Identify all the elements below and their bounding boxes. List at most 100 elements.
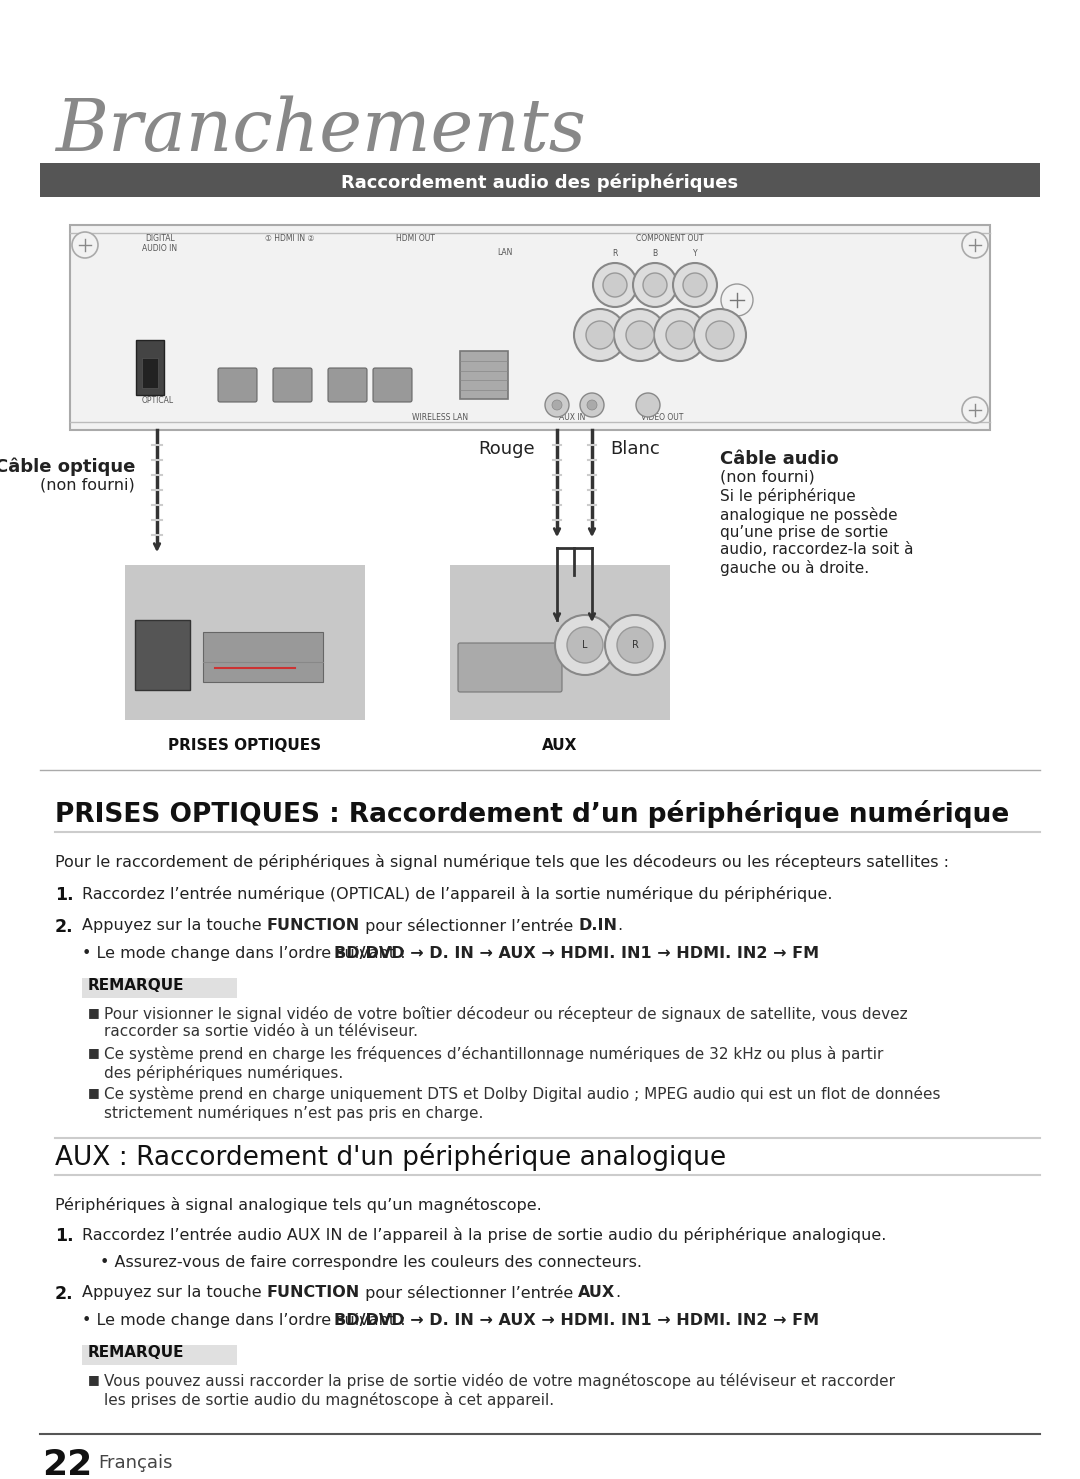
Bar [460, 351, 508, 399]
Text: ■: ■ [87, 1373, 99, 1386]
Text: FUNCTION: FUNCTION [267, 918, 360, 933]
Text: Raccordez l’entrée numérique (OPTICAL) de l’appareil à la sortie numérique du pé: Raccordez l’entrée numérique (OPTICAL) d… [82, 886, 833, 902]
Text: COMPONENT OUT: COMPONENT OUT [636, 234, 704, 243]
Circle shape [962, 396, 988, 423]
Text: Décodeur: Décodeur [197, 703, 294, 720]
Circle shape [962, 232, 988, 257]
Circle shape [633, 263, 677, 308]
Circle shape [586, 321, 615, 349]
Text: Pour visionner le signal vidéo de votre boîtier décodeur ou récepteur de signaux: Pour visionner le signal vidéo de votre … [104, 1006, 907, 1040]
Circle shape [721, 284, 753, 317]
Circle shape [694, 309, 746, 361]
Circle shape [567, 627, 603, 663]
Text: (non fourni): (non fourni) [40, 478, 135, 493]
Bar [203, 632, 323, 682]
Text: AUX: AUX [542, 738, 578, 753]
Bar [70, 225, 990, 430]
Text: REMARQUE: REMARQUE [87, 1344, 185, 1361]
Text: ■: ■ [87, 1086, 99, 1099]
Circle shape [555, 615, 615, 674]
Circle shape [588, 399, 597, 410]
Bar [82, 978, 237, 998]
Text: PRISES OPTIQUES: PRISES OPTIQUES [168, 738, 322, 753]
Bar [135, 620, 190, 691]
Text: ① HDMI IN ②: ① HDMI IN ② [266, 234, 314, 243]
Text: ■: ■ [87, 1006, 99, 1019]
Circle shape [545, 393, 569, 417]
Text: PRISES OPTIQUES : Raccordement d’un périphérique numérique: PRISES OPTIQUES : Raccordement d’un péri… [55, 800, 1009, 828]
Text: pour sélectionner l’entrée: pour sélectionner l’entrée [360, 918, 579, 935]
Text: Raccordez l’entrée audio AUX IN de l’appareil à la prise de sortie audio du péri: Raccordez l’entrée audio AUX IN de l’app… [82, 1228, 887, 1242]
Text: Câble audio: Câble audio [720, 450, 839, 467]
Circle shape [552, 399, 562, 410]
Text: 1.: 1. [55, 886, 73, 904]
Text: Blanc: Blanc [610, 439, 660, 458]
Text: REMARQUE: REMARQUE [87, 978, 185, 992]
Circle shape [573, 309, 626, 361]
Text: AUX IN: AUX IN [558, 413, 585, 422]
Text: FUNCTION: FUNCTION [267, 1285, 360, 1300]
Text: Ce système prend en charge uniquement DTS et Dolby Digital audio ; MPEG audio qu: Ce système prend en charge uniquement DT… [104, 1086, 941, 1121]
Text: Vous pouvez aussi raccorder la prise de sortie vidéo de votre magnétoscope au té: Vous pouvez aussi raccorder la prise de … [104, 1373, 895, 1408]
Circle shape [673, 263, 717, 308]
Text: Si le périphérique
analogique ne possède
qu’une prise de sortie
audio, raccordez: Si le périphérique analogique ne possède… [720, 488, 914, 575]
Bar [136, 340, 164, 395]
Text: Pour le raccordement de périphériques à signal numérique tels que les décodeurs : Pour le raccordement de périphériques à … [55, 853, 949, 870]
Text: VCR: VCR [510, 703, 551, 720]
Text: 2.: 2. [55, 1285, 73, 1303]
Circle shape [626, 321, 654, 349]
Text: VIDEO OUT: VIDEO OUT [640, 413, 684, 422]
Text: R: R [612, 248, 618, 257]
Circle shape [617, 627, 653, 663]
Text: BD/DVD → D. IN → AUX → HDMI. IN1 → HDMI. IN2 → FM: BD/DVD → D. IN → AUX → HDMI. IN1 → HDMI.… [334, 947, 819, 961]
Text: AUX : Raccordement d'un périphérique analogique: AUX : Raccordement d'un périphérique ana… [55, 1143, 726, 1171]
Circle shape [593, 263, 637, 308]
Text: Appuyez sur la touche: Appuyez sur la touche [82, 1285, 267, 1300]
Text: pour sélectionner l’entrée: pour sélectionner l’entrée [360, 1285, 579, 1302]
Text: .: . [618, 918, 622, 933]
Text: R: R [632, 640, 638, 649]
Text: OPTICAL: OPTICAL [141, 396, 174, 405]
Circle shape [654, 309, 706, 361]
Text: Français: Français [98, 1454, 173, 1472]
FancyBboxPatch shape [273, 368, 312, 402]
Text: L: L [582, 640, 588, 649]
Circle shape [683, 274, 707, 297]
FancyBboxPatch shape [458, 643, 562, 692]
FancyBboxPatch shape [328, 368, 367, 402]
Text: Appuyez sur la touche: Appuyez sur la touche [82, 918, 267, 933]
Text: .: . [616, 1285, 621, 1300]
Text: • Le mode change dans l’ordre suivant :: • Le mode change dans l’ordre suivant : [82, 947, 410, 961]
Text: Périphériques à signal analogique tels qu’un magnétoscope.: Périphériques à signal analogique tels q… [55, 1197, 542, 1213]
Text: Y: Y [692, 248, 698, 257]
Text: BD/DVD → D. IN → AUX → HDMI. IN1 → HDMI. IN2 → FM: BD/DVD → D. IN → AUX → HDMI. IN1 → HDMI.… [334, 1313, 819, 1328]
Text: • Le mode change dans l’ordre suivant :: • Le mode change dans l’ordre suivant : [82, 1313, 410, 1328]
Text: Raccordement audio des périphériques: Raccordement audio des périphériques [341, 173, 739, 191]
FancyBboxPatch shape [218, 368, 257, 402]
Text: Rouge: Rouge [478, 439, 535, 458]
Text: D.IN: D.IN [579, 918, 618, 933]
Text: LAN: LAN [497, 248, 513, 257]
Text: WIRELESS LAN: WIRELESS LAN [411, 413, 468, 422]
Circle shape [666, 321, 694, 349]
Circle shape [636, 393, 660, 417]
Text: Câble optique: Câble optique [0, 458, 135, 476]
Circle shape [706, 321, 734, 349]
Circle shape [72, 232, 98, 257]
Text: B: B [652, 248, 658, 257]
Text: AUX: AUX [579, 1285, 616, 1300]
Bar [125, 565, 365, 720]
Text: ■: ■ [87, 1046, 99, 1059]
Bar [40, 163, 1040, 197]
Bar [450, 565, 670, 720]
Text: 2.: 2. [55, 918, 73, 936]
Text: HDMI OUT: HDMI OUT [395, 234, 434, 243]
Bar [141, 358, 158, 387]
Circle shape [643, 274, 667, 297]
Text: (non fourni): (non fourni) [720, 470, 814, 485]
Bar [82, 1344, 237, 1365]
Circle shape [605, 615, 665, 674]
Text: • Assurez-vous de faire correspondre les couleurs des connecteurs.: • Assurez-vous de faire correspondre les… [100, 1256, 642, 1270]
Text: 22: 22 [42, 1448, 92, 1479]
Circle shape [580, 393, 604, 417]
